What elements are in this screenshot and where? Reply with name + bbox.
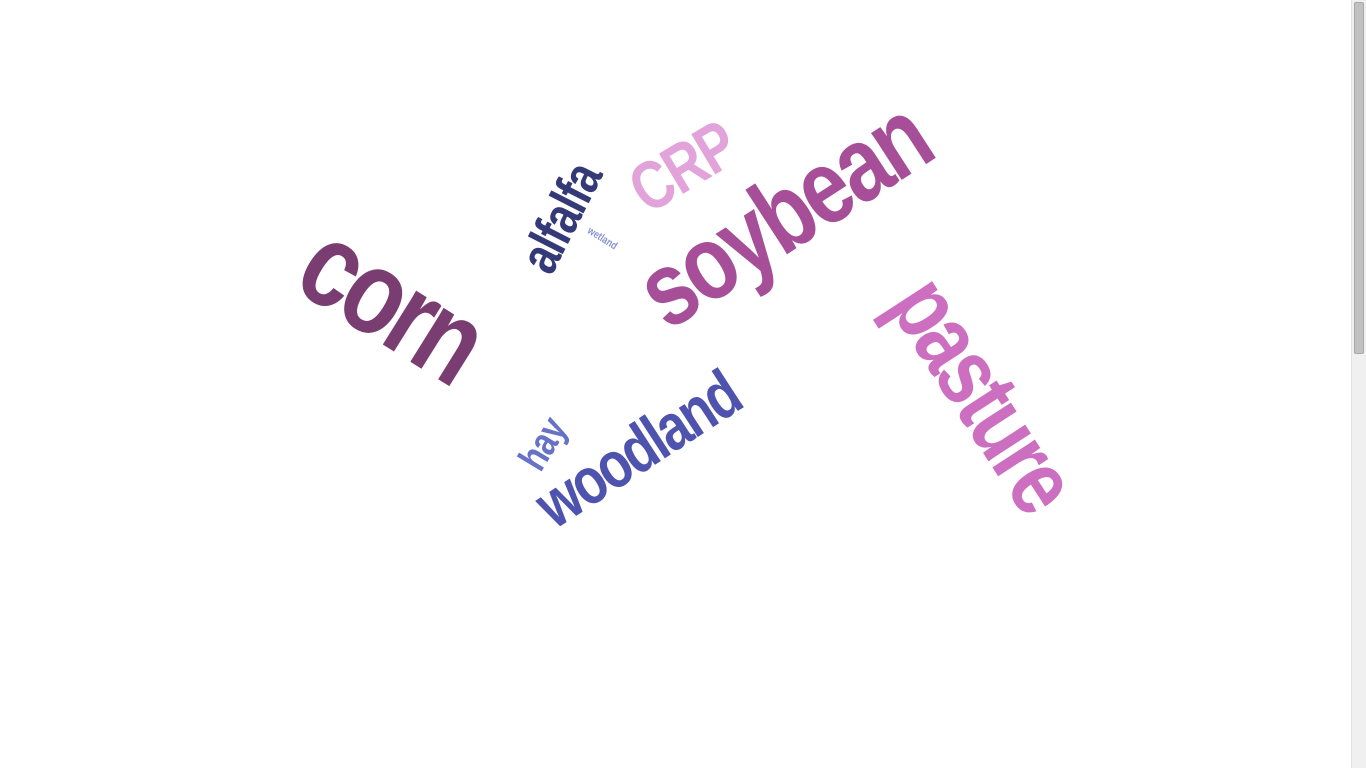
word-corn: corn <box>276 195 508 409</box>
word-wetland: wetland <box>585 224 620 253</box>
scrollbar-thumb[interactable] <box>1354 2 1364 354</box>
word-pasture: pasture <box>869 257 1098 530</box>
vertical-scrollbar[interactable] <box>1351 0 1366 768</box>
word-alfalfa: alfalfa <box>508 153 614 283</box>
